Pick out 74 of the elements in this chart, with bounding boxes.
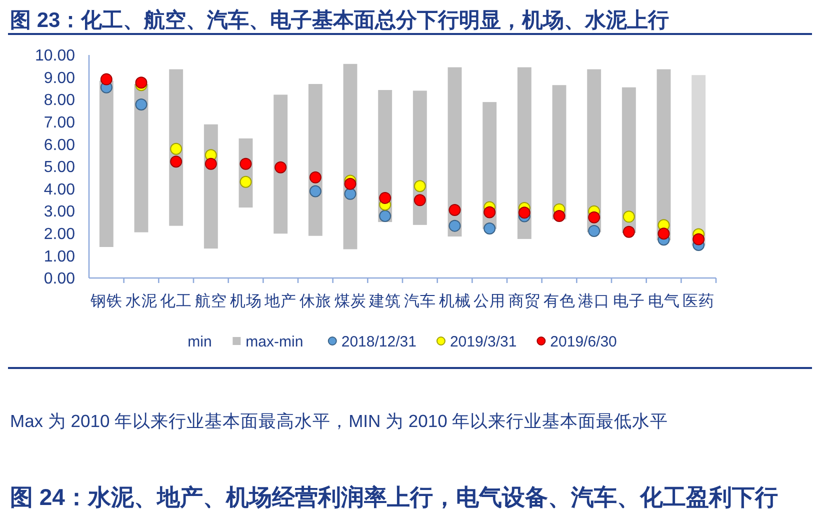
x-tick-label: 有色 <box>543 293 576 310</box>
y-tick-label: 8.00 <box>44 92 76 110</box>
x-tick-label: 建筑 <box>368 292 402 310</box>
x-tick-label: 钢铁 <box>89 293 122 310</box>
point <box>344 188 356 200</box>
x-tick-label: 化工 <box>160 293 192 310</box>
x-tick-label: 汽车 <box>404 292 436 310</box>
x-tick-label: 公用 <box>474 293 506 310</box>
text: Max 为 2010 年以来行业基本面最高水平，MIN 为 2010 年以来行业基本面最低水平 <box>10 411 668 431</box>
point <box>658 228 670 240</box>
legend-label: max-min <box>246 333 304 350</box>
point <box>484 222 496 234</box>
x-tick-label: 机械 <box>438 292 471 310</box>
bar <box>99 80 114 248</box>
bar <box>274 94 288 234</box>
bar <box>343 64 358 250</box>
point <box>274 161 287 174</box>
point <box>518 206 530 219</box>
point <box>240 176 252 188</box>
point <box>588 224 600 237</box>
legend-label: 2019/3/31 <box>450 333 517 350</box>
y-tick-label: 2.00 <box>44 226 76 243</box>
point <box>553 210 566 222</box>
x-tick-label: 煤炭 <box>334 292 366 310</box>
y-tick-label: 5.00 <box>44 159 76 176</box>
x-tick-label: 水泥 <box>125 292 158 310</box>
x-tick-label: 机场 <box>230 292 262 310</box>
y-tick-label: 7.00 <box>44 114 76 132</box>
x-tick-label: 医药 <box>682 292 715 310</box>
text: min <box>188 333 212 350</box>
point <box>240 158 252 170</box>
point <box>379 192 392 204</box>
point <box>170 156 182 168</box>
legend-label: 2018/12/31 <box>341 333 416 350</box>
x-tick-label: 港口 <box>578 292 610 310</box>
point <box>135 76 148 89</box>
point <box>692 233 705 246</box>
point <box>588 211 600 224</box>
point <box>170 142 182 155</box>
point <box>448 220 461 232</box>
point <box>309 185 322 198</box>
point <box>344 178 356 190</box>
point <box>414 180 426 192</box>
bar <box>517 67 532 239</box>
y-tick-label: 3.00 <box>44 204 76 221</box>
chart-title: 图 23：化工、航空、汽车、电子基本面总分下行明显，机场、水泥上行 <box>10 8 670 32</box>
point <box>622 210 635 223</box>
legend-label: 2019/6/30 <box>550 333 617 350</box>
point <box>484 206 496 218</box>
caption: 图 24：水泥、地产、机场经营利润率上行，电气设备、汽车、化工盈利下行 <box>10 484 778 510</box>
y-tick-label: 9.00 <box>44 70 76 87</box>
bar <box>134 84 148 232</box>
point <box>622 226 635 238</box>
x-tick-label: 休旅 <box>299 292 332 310</box>
y-tick-label: 4.00 <box>44 181 76 198</box>
x-tick-label: 电气 <box>648 292 680 310</box>
x-tick-label: 航空 <box>194 292 227 310</box>
x-tick-label: 地产 <box>264 292 297 310</box>
x-tick-label: 电子 <box>612 292 645 310</box>
bar <box>692 75 706 246</box>
point <box>414 194 426 206</box>
y-tick-label: 10.00 <box>34 48 76 65</box>
y-tick-label: 6.00 <box>44 136 76 154</box>
point <box>204 158 217 170</box>
point <box>135 98 148 111</box>
point <box>100 73 112 86</box>
point <box>309 171 322 184</box>
point <box>379 210 392 222</box>
y-tick-label: 0.00 <box>44 270 76 288</box>
y-tick-label: 1.00 <box>44 248 76 266</box>
x-tick-label: 商贸 <box>508 292 540 310</box>
bar <box>622 87 636 233</box>
bar <box>552 85 566 220</box>
point <box>448 204 461 216</box>
